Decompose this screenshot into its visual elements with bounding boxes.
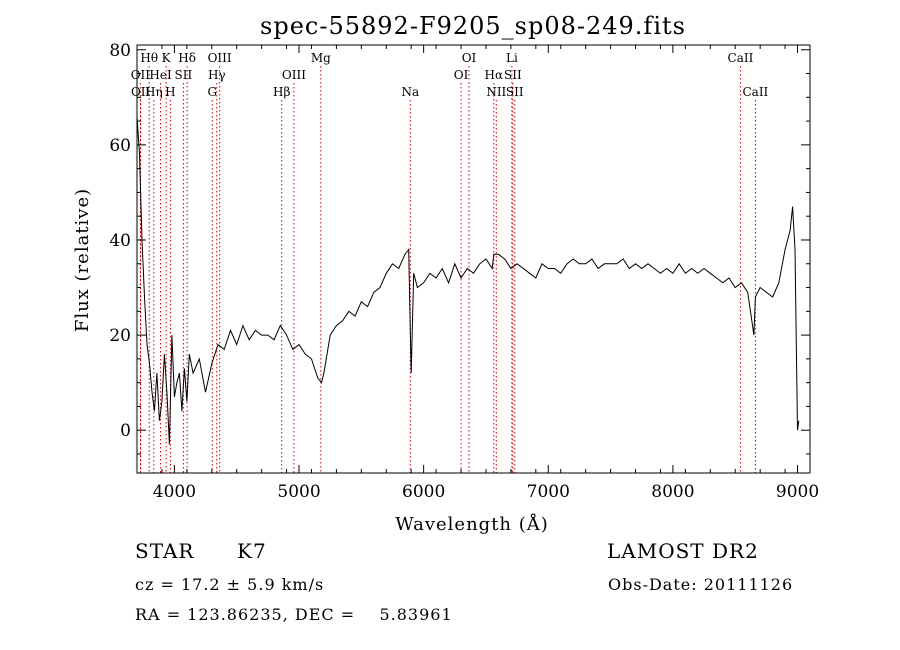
line-marker-label: SII <box>175 68 193 82</box>
line-marker-label: NII <box>486 85 506 99</box>
y-tick-label: 40 <box>109 231 131 251</box>
y-tick-label: 60 <box>109 136 131 156</box>
line-marker-label: CaII <box>742 85 768 99</box>
line-marker-label: G <box>207 85 217 99</box>
line-marker-label: CaII <box>728 51 754 65</box>
coords-label: RA = 123.86235, DEC = 5.83961 <box>135 605 453 624</box>
line-marker-label: Na <box>401 85 419 99</box>
x-tick-label: 7000 <box>527 482 570 502</box>
x-tick-label: 5000 <box>277 482 320 502</box>
y-axis-label: Flux (relative) <box>72 188 93 332</box>
line-marker-label: Hγ <box>208 68 226 82</box>
y-tick-label: 20 <box>109 326 131 346</box>
axis-ticks: 4000 5000 6000 7000 8000 9000 0 20 40 60 80 <box>109 41 819 502</box>
x-axis-label: Wavelength (Å) <box>395 513 549 535</box>
x-tick-label: 4000 <box>153 482 196 502</box>
line-marker-label: H <box>165 85 175 99</box>
x-tick-label: 8000 <box>651 482 694 502</box>
class-label: STAR <box>135 539 194 563</box>
line-marker-label: Hβ <box>273 85 290 99</box>
obs-date-label: Obs-Date: 20111126 <box>608 575 793 594</box>
line-marker-label: OIII <box>208 51 232 65</box>
y-tick-label: 0 <box>120 421 131 441</box>
line-marker-label: SII <box>504 68 522 82</box>
line-marker-label: K <box>162 51 172 65</box>
line-marker-label: OI <box>454 68 469 82</box>
plot-frame <box>137 45 810 473</box>
x-tick-label: 9000 <box>776 482 819 502</box>
line-marker-label: Li <box>506 51 518 65</box>
cz-label: cz = 17.2 ± 5.9 km/s <box>135 575 324 594</box>
chart-title: spec-55892-F9205_sp08-249.fits <box>260 12 686 40</box>
line-marker-label: OI <box>462 51 477 65</box>
subclass-label: K7 <box>237 539 267 563</box>
x-tick-label: 6000 <box>402 482 445 502</box>
y-tick-label: 80 <box>109 41 131 61</box>
spectrum-series-line <box>137 116 799 444</box>
survey-label: LAMOST DR2 <box>607 539 759 563</box>
line-marker-label: OIII <box>282 68 306 82</box>
line-marker-label: Hθ <box>140 51 158 65</box>
line-marker-label: SII <box>506 85 524 99</box>
line-marker-label: Hα <box>485 68 504 82</box>
line-marker-label: Hη <box>145 85 163 99</box>
line-marker-label: Mg <box>311 51 331 65</box>
line-marker-label: Hδ <box>178 51 196 65</box>
line-marker-label: HeI <box>149 68 172 82</box>
line-marker-label: OII <box>131 68 151 82</box>
